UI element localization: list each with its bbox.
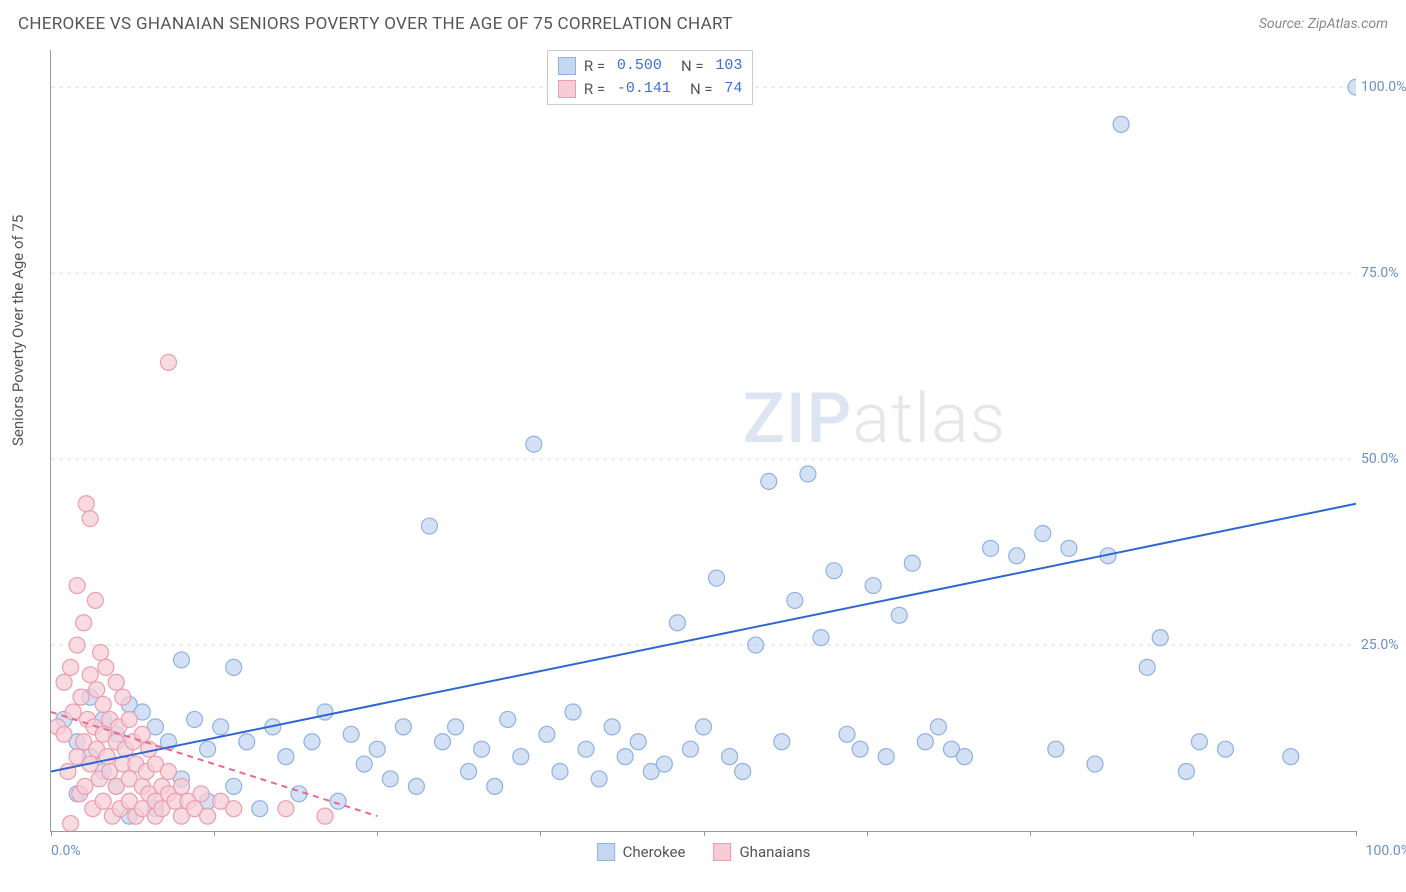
legend-label: Cherokee — [623, 843, 686, 861]
n-label: N = — [679, 78, 717, 101]
x-tick-mark — [867, 831, 868, 836]
correlation-legend: R = 0.500 N = 103 R = -0.141 N = 74 — [547, 50, 754, 105]
y-axis-label: Seniors Poverty Over the Age of 75 — [9, 215, 27, 446]
x-tick-mark — [1356, 831, 1357, 836]
r-label: R = — [584, 78, 609, 101]
y-tick-label: 100.0% — [1361, 79, 1406, 95]
chart-title: CHEROKEE VS GHANAIAN SENIORS POVERTY OVE… — [18, 14, 733, 34]
y-tick-label: 75.0% — [1361, 265, 1406, 281]
legend-label: Ghanaians — [739, 843, 810, 861]
n-value: 103 — [715, 55, 742, 78]
x-tick-mark — [214, 831, 215, 836]
x-tick-mark — [377, 831, 378, 836]
x-tick-mark — [51, 831, 52, 836]
legend-item-cherokee: Cherokee — [597, 843, 686, 861]
plot-area: ZIPatlas R = 0.500 N = 103 R = -0.141 N … — [50, 50, 1356, 832]
x-tick-mark — [1193, 831, 1194, 836]
r-value: 0.500 — [617, 55, 662, 78]
watermark-atlas: atlas — [852, 378, 1006, 460]
x-tick-label: 0.0% — [51, 843, 81, 859]
series-legend: Cherokee Ghanaians — [597, 843, 811, 861]
x-tick-mark — [704, 831, 705, 836]
legend-item-ghanaians: Ghanaians — [713, 843, 810, 861]
r-value: -0.141 — [617, 78, 671, 101]
x-tick-mark — [540, 831, 541, 836]
swatch-icon — [558, 80, 576, 98]
n-value: 74 — [724, 78, 742, 101]
points-layer — [51, 50, 1356, 831]
y-tick-label: 50.0% — [1361, 451, 1406, 467]
source-attribution: Source: ZipAtlas.com — [1259, 16, 1388, 32]
swatch-icon — [558, 57, 576, 75]
x-tick-label: 100.0% — [1366, 843, 1406, 859]
chart-container: CHEROKEE VS GHANAIAN SENIORS POVERTY OVE… — [0, 0, 1406, 892]
r-label: R = — [584, 55, 609, 78]
legend-row-cherokee: R = 0.500 N = 103 — [558, 55, 743, 78]
swatch-icon — [597, 843, 615, 861]
legend-row-ghanaians: R = -0.141 N = 74 — [558, 78, 743, 101]
n-label: N = — [670, 55, 708, 78]
watermark-zip: ZIP — [743, 378, 853, 460]
trend-lines-layer — [51, 50, 1356, 831]
grid-layer — [51, 50, 1356, 831]
watermark: ZIPatlas — [743, 378, 1007, 460]
y-tick-label: 25.0% — [1361, 637, 1406, 653]
title-bar: CHEROKEE VS GHANAIAN SENIORS POVERTY OVE… — [18, 14, 1388, 34]
swatch-icon — [713, 843, 731, 861]
x-tick-mark — [1030, 831, 1031, 836]
